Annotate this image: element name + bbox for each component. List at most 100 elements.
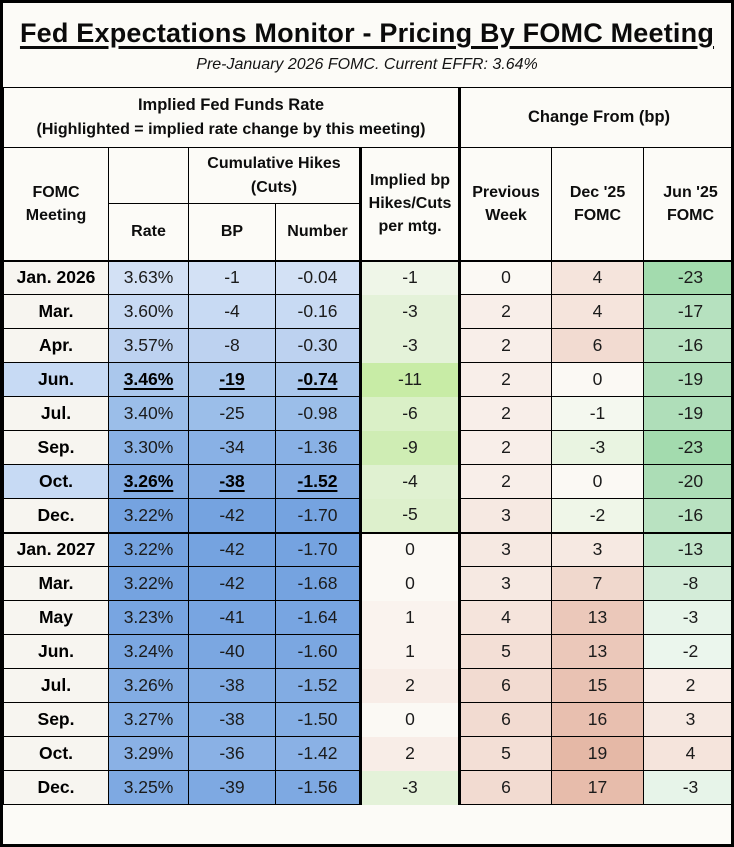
cell-implied: 0 — [358, 702, 462, 737]
cell-prev: 2 — [459, 396, 553, 431]
col-header-fomc-meeting: FOMC Meeting — [3, 147, 109, 261]
col-header-previous-week: Previous Week — [459, 147, 553, 262]
table-row: Apr. 3.57% -8 -0.30 -3 2 6 -16 — [3, 328, 731, 363]
table-row: Mar. 3.22% -42 -1.68 0 3 7 -8 — [3, 566, 731, 601]
cell-bp: -4 — [188, 294, 276, 329]
cell-bp: -41 — [188, 600, 276, 635]
table-row: Sep. 3.30% -34 -1.36 -9 2 -3 -23 — [3, 430, 731, 465]
cell-meeting: Jul. — [3, 668, 109, 703]
cell-jun25: -16 — [643, 328, 731, 363]
cell-jun25: -3 — [643, 600, 731, 635]
cell-bp: -42 — [188, 498, 276, 533]
cell-implied: 0 — [358, 566, 462, 601]
cell-number: -1.68 — [275, 566, 361, 601]
cell-implied: 1 — [358, 634, 462, 669]
cell-rate: 3.60% — [108, 294, 189, 329]
col-header-cumulative-hikes: Cumulative Hikes (Cuts) — [188, 147, 361, 204]
cell-bp: -39 — [188, 770, 276, 805]
cell-dec25: 6 — [551, 328, 645, 363]
cell-meeting: Jul. — [3, 396, 109, 431]
table-row: Oct. 3.29% -36 -1.42 2 5 19 4 — [3, 736, 731, 771]
cell-prev: 6 — [459, 702, 553, 737]
cell-dec25: 16 — [551, 702, 645, 737]
cell-implied: 2 — [358, 736, 462, 771]
cell-jun25: 3 — [643, 702, 731, 737]
cell-prev: 6 — [459, 668, 553, 703]
cell-number: -1.52 — [275, 464, 361, 499]
col-header-dec25-fomc: Dec '25 FOMC — [551, 147, 645, 262]
table-row: Jan. 2026 3.63% -1 -0.04 -1 0 4 -23 — [3, 259, 731, 295]
cell-implied: 2 — [358, 668, 462, 703]
cell-number: -1.70 — [275, 498, 361, 533]
cell-dec25: -3 — [551, 430, 645, 465]
table-row: Jul. 3.26% -38 -1.52 2 6 15 2 — [3, 668, 731, 703]
cell-prev: 2 — [459, 362, 553, 397]
table-row: Jan. 2027 3.22% -42 -1.70 0 3 3 -13 — [3, 531, 731, 567]
cell-number: -1.70 — [275, 531, 361, 567]
col-header-number: Number — [275, 203, 361, 262]
cell-rate: 3.25% — [108, 770, 189, 805]
cell-rate: 3.22% — [108, 498, 189, 533]
group-header-implied-rate-line1: Implied Fed Funds Rate — [137, 95, 325, 114]
cell-rate: 3.23% — [108, 600, 189, 635]
cell-dec25: 19 — [551, 736, 645, 771]
cell-dec25: 7 — [551, 566, 645, 601]
cell-jun25: -2 — [643, 634, 731, 669]
cell-rate: 3.24% — [108, 634, 189, 669]
cell-dec25: 17 — [551, 770, 645, 805]
table-row: Oct. 3.26% -38 -1.52 -4 2 0 -20 — [3, 464, 731, 499]
cell-meeting: Dec. — [3, 498, 109, 533]
cell-meeting: Jan. 2027 — [3, 531, 109, 567]
cell-bp: -36 — [188, 736, 276, 771]
cell-meeting: Mar. — [3, 566, 109, 601]
col-header-implied-bp: Implied bp Hikes/Cuts per mtg. — [358, 147, 462, 262]
cell-implied: -3 — [358, 294, 462, 329]
cell-number: -1.64 — [275, 600, 361, 635]
cell-number: -1.52 — [275, 668, 361, 703]
cell-dec25: -2 — [551, 498, 645, 533]
cell-prev: 0 — [459, 259, 553, 295]
fomc-pricing-table: Implied Fed Funds Rate (Highlighted = im… — [3, 87, 731, 805]
table-header: Implied Fed Funds Rate (Highlighted = im… — [3, 87, 731, 262]
cell-dec25: 4 — [551, 259, 645, 295]
cell-implied: -5 — [358, 498, 462, 533]
cell-bp: -42 — [188, 531, 276, 567]
cell-meeting: Sep. — [3, 702, 109, 737]
cell-bp: -40 — [188, 634, 276, 669]
table-row: Mar. 3.60% -4 -0.16 -3 2 4 -17 — [3, 294, 731, 329]
page-title: Fed Expectations Monitor - Pricing By FO… — [19, 18, 715, 48]
cell-rate: 3.30% — [108, 430, 189, 465]
cell-number: -0.98 — [275, 396, 361, 431]
cell-meeting: Oct. — [3, 464, 109, 499]
cell-bp: -38 — [188, 702, 276, 737]
cell-bp: -42 — [188, 566, 276, 601]
cell-number: -0.74 — [275, 362, 361, 397]
cell-rate: 3.57% — [108, 328, 189, 363]
title-block: Fed Expectations Monitor - Pricing By FO… — [3, 3, 731, 87]
cell-rate: 3.22% — [108, 531, 189, 567]
cell-implied: -6 — [358, 396, 462, 431]
cell-jun25: 4 — [643, 736, 731, 771]
cell-bp: -25 — [188, 396, 276, 431]
cell-dec25: 15 — [551, 668, 645, 703]
group-header-change-from: Change From (bp) — [458, 87, 731, 148]
cell-prev: 3 — [459, 498, 553, 533]
table-row: Jun. 3.24% -40 -1.60 1 5 13 -2 — [3, 634, 731, 669]
table-row: Dec. 3.22% -42 -1.70 -5 3 -2 -16 — [3, 498, 731, 533]
cell-jun25: -19 — [643, 362, 731, 397]
cell-rate: 3.46% — [108, 362, 189, 397]
group-header-implied-rate-line2: (Highlighted = implied rate change by th… — [36, 120, 426, 138]
cell-number: -1.42 — [275, 736, 361, 771]
cell-prev: 2 — [459, 294, 553, 329]
cell-prev: 2 — [459, 464, 553, 499]
cell-implied: -11 — [358, 362, 462, 397]
cell-meeting: Jun. — [3, 634, 109, 669]
cell-dec25: 13 — [551, 634, 645, 669]
cell-implied: 0 — [358, 531, 462, 567]
cell-prev: 2 — [459, 430, 553, 465]
cell-jun25: -16 — [643, 498, 731, 533]
table-row: Jun. 3.46% -19 -0.74 -11 2 0 -19 — [3, 362, 731, 397]
col-header-bp: BP — [188, 203, 276, 262]
col-header-rate: Rate — [108, 203, 189, 262]
cell-bp: -38 — [188, 464, 276, 499]
